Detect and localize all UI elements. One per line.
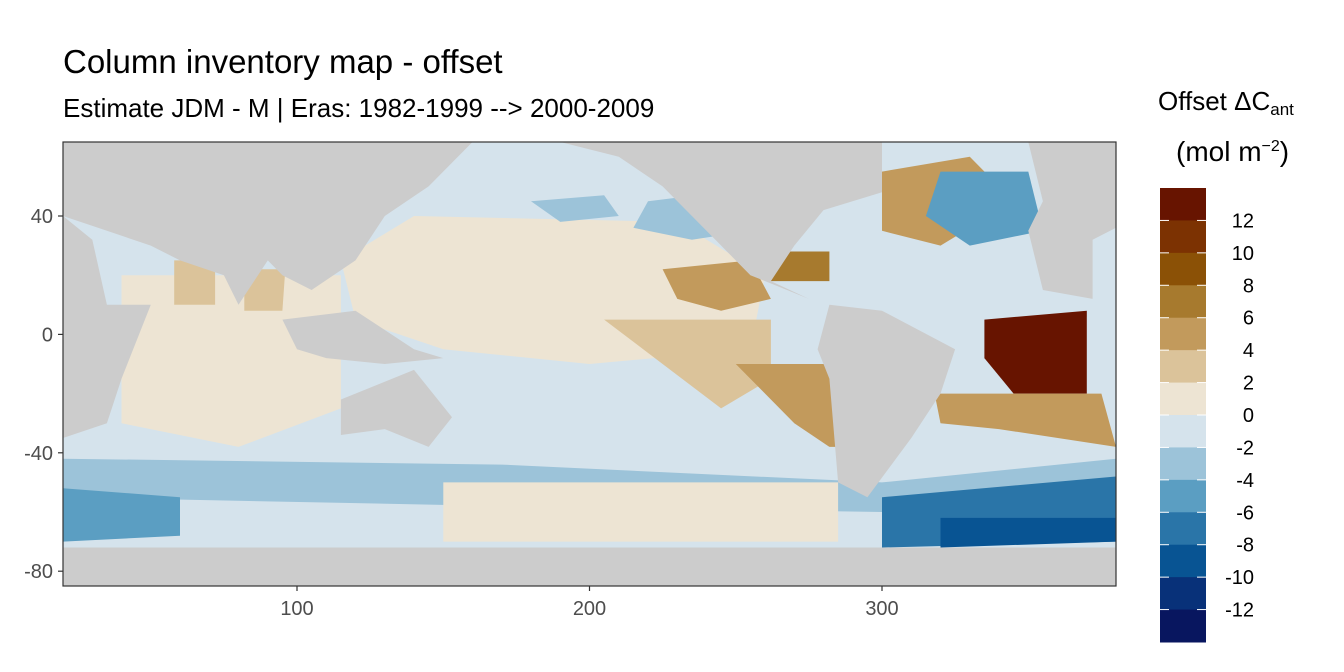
map-layers (63, 142, 1116, 586)
offset-region (63, 488, 180, 542)
legend-unit-sup: −2 (1261, 138, 1280, 155)
legend-bin (1160, 415, 1206, 448)
legend-title: Offset ΔCant (1158, 86, 1294, 120)
offset-region (121, 275, 341, 447)
legend-label: 4 (1243, 340, 1254, 362)
offset-region (174, 260, 216, 305)
land-mass (63, 216, 151, 438)
legend-label: 10 (1232, 243, 1254, 265)
legend-bin (1160, 577, 1206, 611)
offset-region (940, 517, 1116, 548)
legend-label: -12 (1225, 600, 1254, 622)
legend-bin (1160, 479, 1206, 513)
legend-bin (1160, 317, 1206, 351)
land-mass (817, 304, 956, 498)
legend-unit-close: ) (1279, 136, 1290, 167)
offset-region (934, 393, 1116, 447)
legend-bin (1160, 382, 1206, 416)
y-tick-label: 40 (31, 206, 53, 228)
y-tick-label: 0 (42, 324, 53, 346)
land-mass (63, 547, 1116, 586)
legend-unit: (mol m−2) (1176, 136, 1289, 168)
legend-bin (1160, 512, 1206, 546)
chart-title: Column inventory map - offset (63, 43, 503, 80)
legend-bin (1160, 188, 1206, 221)
offset-region (984, 310, 1087, 394)
legend-label: 8 (1243, 275, 1254, 297)
offset-region (531, 195, 619, 222)
legend-bin (1160, 350, 1206, 384)
y-tick-label: -80 (24, 561, 53, 583)
legend-label: -2 (1236, 437, 1254, 459)
offset-region (735, 364, 839, 453)
y-tick-label: -40 (24, 443, 53, 465)
offset-region (604, 319, 771, 409)
offset-region (662, 260, 771, 311)
land-mass (340, 369, 452, 447)
legend-label: -4 (1236, 470, 1254, 492)
offset-region (925, 171, 1043, 246)
land-mass (1028, 142, 1116, 299)
legend-bin (1160, 544, 1206, 578)
legend-title-sub: ant (1270, 100, 1294, 119)
land-mass (282, 310, 444, 364)
legend-unit-open: (mol m (1176, 136, 1262, 167)
land-mass (560, 142, 882, 299)
legend-bin (1160, 447, 1206, 481)
legend-label: -8 (1236, 535, 1254, 557)
offset-region (443, 482, 839, 542)
legend-label: -10 (1225, 567, 1254, 589)
legend-label: 2 (1243, 373, 1254, 395)
x-tick-label: 300 (865, 598, 898, 620)
legend-label: 6 (1243, 308, 1254, 330)
legend-bin (1160, 252, 1206, 286)
chart-subtitle: Estimate JDM - M | Eras: 1982-1999 --> 2… (63, 93, 655, 123)
legend-label: 12 (1232, 210, 1254, 232)
land-mass (63, 142, 473, 305)
legend-title-main: Offset ΔC (1158, 86, 1271, 116)
legend-bin (1160, 220, 1206, 254)
legend-label: 0 (1243, 405, 1254, 427)
x-tick-label: 100 (280, 598, 313, 620)
legend-label: -6 (1236, 502, 1254, 524)
x-tick-label: 200 (573, 598, 606, 620)
legend-bin (1160, 285, 1206, 319)
legend-bin (1160, 609, 1206, 643)
